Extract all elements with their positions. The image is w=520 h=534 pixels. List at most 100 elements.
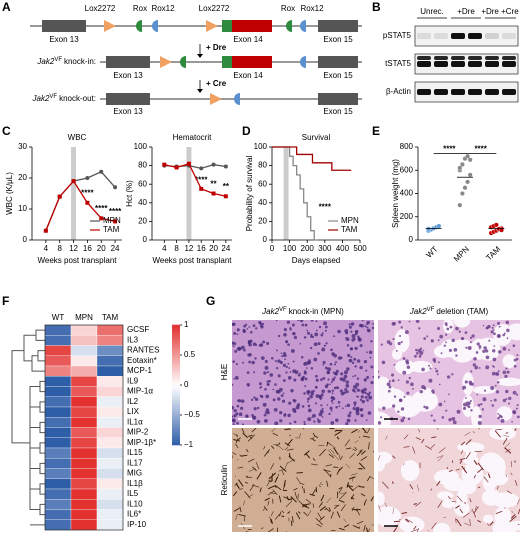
row-text: knock-in:: [64, 57, 96, 66]
nucleus: [399, 334, 402, 337]
nucleus: [495, 390, 500, 394]
arrow-head: [197, 54, 203, 58]
nucleus: [496, 334, 501, 339]
heat-cell: [44, 365, 72, 377]
row-label: RANTES: [127, 346, 159, 355]
nucleus: [398, 398, 403, 403]
fiber: [286, 496, 289, 501]
fiber: [459, 508, 464, 514]
fat-cell: [399, 516, 425, 532]
fiber: [405, 518, 413, 523]
fiber: [475, 505, 477, 511]
fiber: [351, 428, 358, 434]
band: [434, 89, 448, 95]
fiber: [264, 497, 270, 502]
colorbar-step: [172, 399, 180, 404]
band: [502, 89, 516, 95]
nucleus: [440, 352, 443, 355]
nucleus: [506, 328, 510, 333]
heat-cell: [44, 335, 72, 346]
fiber: [272, 432, 279, 437]
heat-cell: [44, 376, 72, 387]
nucleus: [354, 365, 357, 368]
y-tick-label: 40: [138, 198, 147, 207]
x-tick-label: 300: [318, 244, 332, 253]
nucleus: [430, 414, 433, 417]
fiber: [455, 468, 460, 471]
nucleus: [402, 416, 406, 420]
point: [459, 161, 465, 167]
nucleus: [436, 373, 439, 376]
heat-cell: [44, 355, 72, 367]
band-label: tSTAT5: [385, 59, 411, 68]
row-text: knock-out:: [59, 94, 96, 103]
nucleus: [273, 408, 278, 412]
nucleus: [266, 341, 270, 345]
panel-label: D: [242, 124, 251, 138]
fiber: [503, 442, 511, 449]
y-tick-label: 30: [18, 142, 27, 151]
fiber: [505, 432, 509, 434]
nucleus: [315, 374, 318, 378]
fiber: [356, 508, 361, 511]
nucleus: [411, 387, 414, 390]
nucleus: [327, 367, 332, 372]
col-text: deletion (TAM): [436, 307, 488, 316]
nucleus: [283, 413, 287, 417]
fiber: [270, 492, 276, 494]
nucleus: [236, 328, 240, 332]
fat-cell: [443, 477, 466, 492]
x-tick-label: 4: [162, 244, 167, 253]
point: [223, 194, 228, 199]
fiber: [430, 488, 432, 491]
col-text: knock-in (MPN): [289, 307, 344, 316]
fiber: [354, 446, 358, 451]
nucleus: [359, 344, 363, 348]
nucleus: [346, 418, 351, 423]
nucleus: [470, 370, 473, 373]
nucleus: [508, 396, 512, 401]
heat-cell: [96, 376, 124, 387]
fiber: [338, 486, 343, 490]
fiber: [437, 500, 443, 508]
heat-cell: [96, 365, 124, 377]
nucleus: [260, 386, 263, 388]
x-tick-label: 0: [270, 244, 275, 253]
nucleus: [333, 335, 336, 338]
nucleus: [301, 405, 305, 408]
row-label: IL5: [127, 489, 139, 498]
survival-curve: [272, 146, 352, 171]
nucleus: [513, 358, 517, 362]
column-label: MPN: [75, 313, 93, 322]
fiber: [327, 449, 334, 457]
nucleus: [281, 399, 286, 403]
shade: [283, 147, 289, 240]
nucleus: [435, 369, 439, 373]
fiber: [247, 458, 255, 463]
nucleus: [337, 329, 341, 334]
nucleus: [306, 360, 311, 365]
nucleus: [357, 395, 360, 398]
fiber: [438, 447, 446, 453]
nucleus: [233, 342, 237, 346]
nucleus: [250, 398, 254, 401]
nucleus: [491, 326, 494, 329]
nucleus: [234, 375, 239, 380]
rox-site: [180, 56, 186, 68]
fiber: [333, 447, 339, 455]
lane-label: Unrec.: [420, 7, 444, 16]
fiber: [514, 479, 518, 486]
colorbar-label: 0: [184, 380, 189, 389]
fat-cell: [378, 376, 390, 389]
fiber: [249, 436, 253, 439]
nucleus: [274, 421, 279, 425]
fiber: [413, 525, 417, 530]
nucleus: [297, 320, 300, 322]
nucleus: [338, 405, 341, 408]
fiber: [333, 454, 340, 461]
nucleus: [429, 367, 432, 370]
fiber: [352, 448, 357, 452]
nucleus: [448, 348, 453, 352]
nucleus: [367, 328, 371, 333]
survival-curve: [272, 146, 318, 241]
